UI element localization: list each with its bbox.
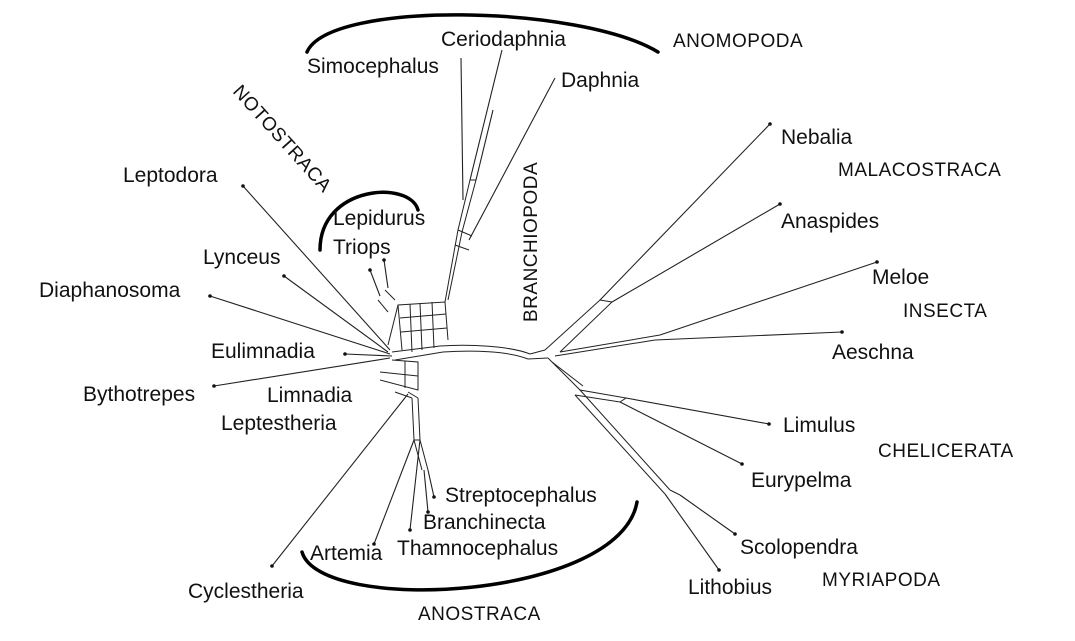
tip-scolopendra [733,532,737,536]
branch-lynceus [283,275,389,353]
tip-bythotrepes [212,384,216,388]
branch-thamnocephalus [409,439,421,531]
branch-nebalia [599,123,771,301]
tip-thamnocephalus [408,528,412,532]
branch-aeschna [654,331,843,341]
branch-lithobius [664,493,720,571]
taxon-label-anaspides: Anaspides [781,210,879,233]
tip-anaspides [778,202,782,206]
tip-triops [368,268,372,272]
branch-scolopendra [679,494,736,535]
tip-leptodora [241,184,245,188]
taxon-label-meloe: Meloe [872,266,929,289]
branch-streptocephalus [427,469,435,498]
group-label-malacostraca: MALACOSTRACA [838,160,1001,181]
taxon-label-daphnia: Daphnia [561,69,640,92]
group-label-branchiopoda: BRANCHIOPODA [521,162,542,322]
branch-artemia [373,439,415,545]
taxon-label-simocephalus: Simocephalus [307,55,439,78]
tip-cyclestheria [270,564,274,568]
taxon-label-limnadia: Limnadia [267,384,353,407]
taxon-label-aeschna: Aeschna [832,341,914,364]
taxon-label-leptestheria: Leptestheria [221,412,337,435]
taxon-label-cyclestheria: Cyclestheria [188,580,304,603]
anostraca-stem [411,397,429,471]
terminal-branches [208,122,879,572]
branch-triops [369,269,381,297]
taxon-label-artemia: Artemia [310,542,383,565]
notostraca-bracket [318,190,420,252]
branch-bythotrepes [213,357,391,387]
tip-eulimnadia [343,352,347,356]
tip-aeschna [840,330,844,334]
branch-cyclestheria [271,393,409,567]
group-label-notostraca: NOTOSTRACA [228,81,335,197]
tip-diaphanosoma [208,294,212,298]
taxon-label-streptocephalus: Streptocephalus [445,484,597,507]
branch-meloe [659,261,878,336]
branch-eulimnadia [344,353,393,357]
anostraca-bracket [300,500,639,592]
branch-lepidurus [383,259,389,289]
branch-eurypelma [619,401,743,465]
group-label-anomopoda: ANOMOPODA [673,31,803,52]
taxon-label-lepidurus: Lepidurus [333,207,425,230]
taxon-label-bythotrepes: Bythotrepes [83,383,195,406]
group-label-myriapoda: MYRIAPODA [822,570,941,591]
arthropod-hub [544,299,681,496]
taxon-label-lithobius: Lithobius [688,576,772,599]
taxon-label-diaphanosoma: Diaphanosoma [39,279,181,302]
branch-limulus [625,397,770,425]
tip-artemia [372,542,376,546]
tip-meloe [875,260,879,264]
group-label-chelicerata: CHELICERATA [878,441,1014,462]
branch-leptodora [242,185,391,351]
branchiopod-hub [377,289,449,399]
taxon-label-triops: Triops [333,236,391,259]
taxon-label-eulimnadia: Eulimnadia [211,340,315,363]
tip-limulus [767,422,771,426]
backbone [439,344,549,360]
taxon-label-nebalia: Nebalia [781,126,853,149]
tip-lithobius [717,568,721,572]
tip-nebalia [768,122,772,126]
tip-streptocephalus [432,495,436,499]
tip-lepidurus [382,258,386,262]
tip-eurypelma [740,462,744,466]
group-label-insecta: INSECTA [903,301,987,322]
tip-lynceus [282,274,286,278]
branch-branchinecta [423,469,429,513]
taxon-label-leptodora: Leptodora [123,164,218,187]
taxon-label-scolopendra: Scolopendra [740,536,858,559]
taxon-label-branchinecta: Branchinecta [423,511,546,534]
branch-anaspides [611,203,781,303]
taxon-label-lynceus: Lynceus [203,246,280,269]
taxon-label-limulus: Limulus [783,414,855,437]
branch-diaphanosoma [209,295,391,355]
anomopoda-bracket [305,13,660,54]
anomopoda-stem [444,49,556,303]
taxon-label-eurypelma: Eurypelma [751,469,852,492]
taxon-label-ceriodaphnia: Ceriodaphnia [441,28,566,51]
group-label-anostraca: ANOSTRACA [418,604,541,625]
tip-branchinecta [426,510,430,514]
taxon-label-thamnocephalus: Thamnocephalus [397,537,558,560]
